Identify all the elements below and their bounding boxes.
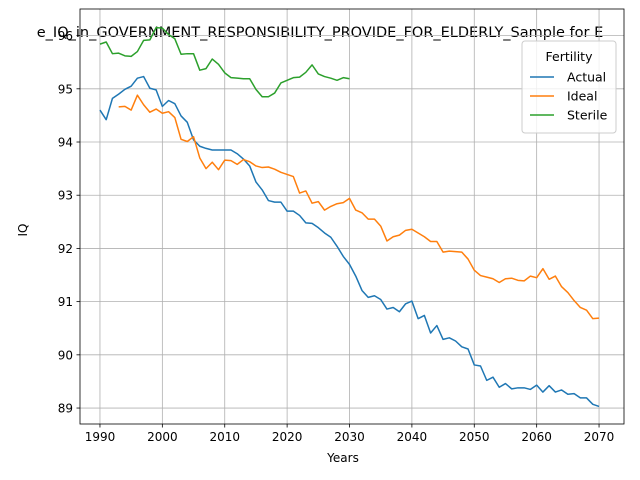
legend: Fertility Actual Ideal Sterile: [521, 40, 617, 134]
x-axis-label: Years: [326, 451, 359, 465]
y-tick-label: 93: [58, 189, 73, 203]
series-line-actual: [99, 75, 600, 408]
y-tick-label: 92: [58, 242, 73, 256]
x-tick-label: 2070: [584, 430, 615, 444]
x-tick-label: 2020: [272, 430, 303, 444]
y-tick-label: 96: [58, 29, 73, 43]
x-tick-label: 2060: [521, 430, 552, 444]
series-lines: [99, 26, 600, 408]
y-tick-label: 90: [58, 348, 73, 362]
legend-box: [521, 40, 617, 134]
legend-label-actual: Actual: [567, 70, 606, 85]
y-tick-label: 89: [58, 402, 73, 416]
x-tick-label: 2010: [209, 430, 240, 444]
x-tick-label: 2050: [459, 430, 490, 444]
grid: [80, 9, 624, 424]
legend-title: Fertility: [546, 49, 594, 64]
chart-title: e_IQ_in_GOVERNMENT_RESPONSIBILITY_PROVID…: [37, 25, 603, 41]
series-line-ideal: [118, 94, 600, 320]
x-tick-label: 2030: [334, 430, 365, 444]
axis-ticks: 1990 2000 2010 2020 2030 2040 2050 2060 2070 89 90…: [58, 29, 615, 444]
y-tick-label: 94: [58, 136, 73, 150]
plot-frame: [79, 8, 625, 425]
y-tick-label: 95: [58, 82, 73, 96]
x-tick-label: 2000: [147, 430, 178, 444]
legend-label-sterile: Sterile: [567, 108, 608, 123]
x-tick-label: 2040: [397, 430, 428, 444]
legend-label-ideal: Ideal: [567, 89, 597, 104]
series-line-sterile: [99, 26, 350, 98]
x-tick-label: 1990: [85, 430, 116, 444]
y-axis-label: IQ: [16, 224, 30, 237]
y-tick-label: 91: [58, 295, 73, 309]
